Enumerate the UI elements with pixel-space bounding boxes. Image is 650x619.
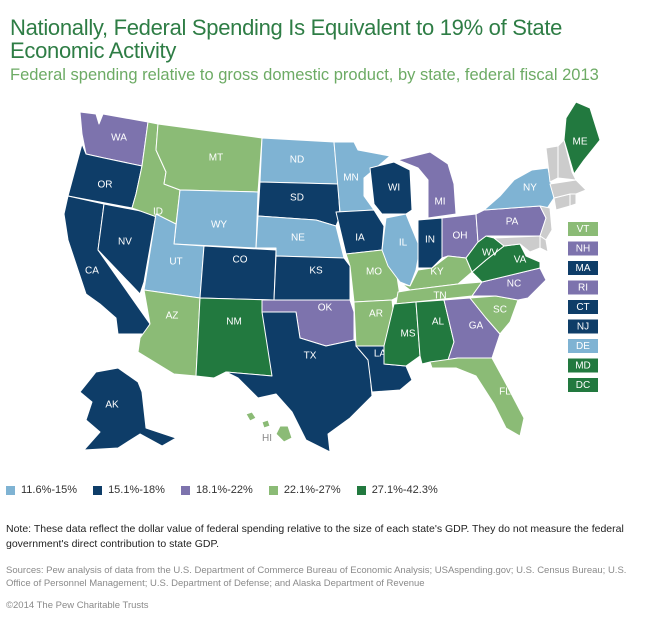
legend-label: 22.1%-27% (283, 484, 341, 496)
state-TX (225, 311, 373, 453)
state-label-VA: VA (514, 255, 527, 266)
state-label-IN: IN (425, 235, 435, 246)
callout-box-MA (568, 261, 598, 275)
legend-label: 18.1%-22% (195, 484, 253, 496)
state-label-IL: IL (399, 238, 408, 249)
state-label-CO: CO (233, 255, 248, 266)
small-state-callouts: VT NH MA RI CT NJ DE MD DC (568, 222, 598, 392)
state-label-MT: MT (209, 153, 223, 164)
state-HI (245, 411, 293, 443)
state-label-FL: FL (499, 387, 511, 398)
state-label-KS: KS (309, 266, 323, 277)
legend-swatch (93, 485, 103, 495)
state-label-AR: AR (369, 309, 383, 320)
legend-item: 18.1%-22% (180, 484, 253, 496)
state-label-WI: WI (388, 183, 400, 194)
callout-label-DC: DC (576, 380, 590, 391)
callout-label-CT: CT (576, 302, 589, 313)
legend-item: 11.6%-15% (6, 484, 77, 496)
state-label-SD: SD (290, 193, 304, 204)
callout-label-MA: MA (576, 263, 591, 274)
state-label-NM: NM (226, 317, 242, 328)
callout-box-NH (568, 241, 598, 256)
state-label-MO: MO (366, 267, 382, 278)
legend-label: 27.1%-42.3% (371, 484, 438, 496)
state-IN (417, 217, 443, 269)
callout-box-CT (568, 300, 598, 314)
state-label-GA: GA (469, 321, 484, 332)
state-AK (79, 367, 177, 451)
state-ME (563, 101, 601, 175)
state-label-OK: OK (318, 303, 333, 314)
callout-label-RI: RI (578, 283, 588, 294)
state-WI (369, 161, 413, 215)
state-label-MS: MS (401, 329, 416, 340)
state-label-HI: HI (262, 433, 272, 444)
legend: 11.6%-15% 15.1%-18% 18.1%-22% 22.1%-27% 27.1… (6, 484, 454, 496)
state-label-CA: CA (85, 266, 99, 277)
state-KS (273, 255, 351, 301)
callout-box-MD (568, 358, 598, 373)
state-label-NE: NE (291, 233, 305, 244)
state-label-MN: MN (343, 173, 359, 184)
chart-title: Nationally, Federal Spending Is Equivale… (10, 15, 563, 63)
state-label-PA: PA (506, 217, 519, 228)
legend-item: 27.1%-42.3% (356, 484, 438, 496)
state-label-MI: MI (434, 197, 445, 208)
state-label-ME: ME (573, 137, 588, 148)
state-label-OR: OR (98, 180, 113, 191)
state-label-UT: UT (169, 257, 182, 268)
state-AZ (137, 289, 201, 377)
legend-swatch (268, 485, 278, 495)
state-label-NY: NY (523, 183, 537, 194)
legend-item: 15.1%-18% (93, 484, 165, 496)
state-label-IA: IA (355, 233, 365, 244)
state-label-OH: OH (453, 231, 468, 242)
state-label-SC: SC (493, 305, 507, 316)
callout-box-DC (568, 378, 598, 392)
state-FL (429, 357, 525, 437)
state-label-AK: AK (105, 400, 119, 411)
state-NY (483, 167, 555, 211)
state-label-NV: NV (118, 237, 132, 248)
callout-label-DE: DE (576, 341, 590, 352)
state-label-TX: TX (304, 351, 317, 362)
state-label-ID: ID (153, 207, 163, 218)
legend-label: 15.1%-18% (108, 484, 165, 496)
state-label-ND: ND (290, 155, 304, 166)
legend-swatch (6, 485, 15, 495)
state-label-TN: TN (433, 291, 446, 302)
state-label-AL: AL (432, 317, 445, 328)
callout-box-RI (568, 280, 598, 295)
state-MD (493, 235, 541, 253)
callout-label-NH: NH (576, 244, 590, 255)
state-label-NC: NC (507, 279, 521, 290)
callout-label-MD: MD (575, 361, 591, 372)
callout-box-NJ (568, 319, 598, 334)
state-label-WY: WY (211, 220, 227, 231)
legend-label: 11.6%-15% (21, 484, 78, 496)
callout-box-VT (568, 222, 598, 236)
footnote: Note: These data reflect the dollar valu… (6, 523, 624, 550)
callout-box-DE (568, 339, 598, 353)
legend-swatch (180, 485, 190, 495)
callout-label-NJ: NJ (577, 322, 589, 333)
state-MI (397, 151, 457, 219)
legend-swatch (356, 485, 366, 495)
state-label-WV: WV (482, 248, 498, 259)
state-label-LA: LA (374, 349, 387, 360)
state-NH (557, 139, 577, 181)
legend-item: 22.1%-27% (268, 484, 341, 496)
chart-subtitle: Federal spending relative to gross domes… (10, 66, 599, 84)
state-label-KY: KY (430, 267, 444, 278)
callout-label-VT: VT (577, 224, 590, 235)
state-label-AZ: AZ (166, 311, 179, 322)
state-RI (569, 193, 577, 207)
sources-note: Sources: Pew analysis of data from the U… (6, 565, 627, 589)
copyright: ©2014 The Pew Charitable Trusts (6, 600, 149, 611)
us-map: WA OR CA NV ID MT WY UT AZ CO NM ND SD N… (63, 101, 601, 453)
state-label-WA: WA (111, 133, 127, 144)
